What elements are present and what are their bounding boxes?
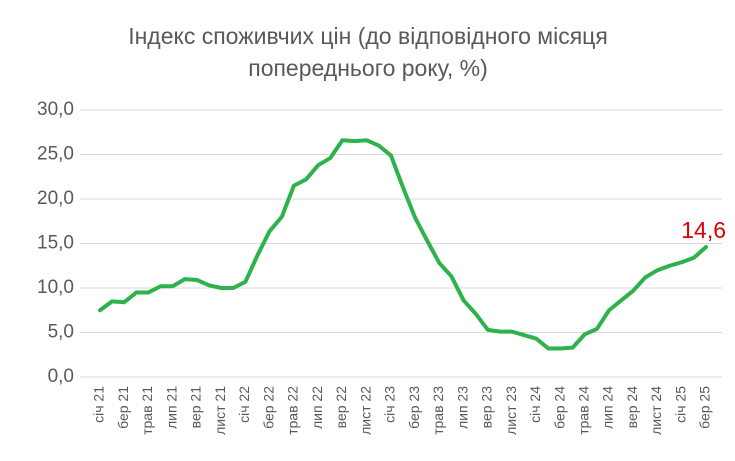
x-tick-label: лип 23 [454,386,470,429]
x-tick-label: лист 21 [212,386,228,435]
x-tick-label: лип 22 [309,386,325,429]
series-line [98,138,708,351]
x-tick-label: бер 22 [260,386,276,429]
data-label: 14,6 [681,217,726,243]
y-tick-label: 20,0 [37,188,74,209]
chart-title: Індекс споживчих цін (до відповідного мі… [128,23,608,49]
x-tick-label: лист 23 [503,386,519,435]
x-tick-label: лист 24 [648,386,664,435]
x-tick-label: січ 24 [527,386,543,423]
x-tick-label: трав 24 [576,386,592,435]
y-tick-label: 30,0 [37,99,74,120]
x-tick-label: трав 23 [430,386,446,435]
x-tick-label: вер 21 [188,386,204,429]
x-tick-label: бер 21 [115,386,131,429]
y-tick-label: 0,0 [48,366,74,387]
x-tick-label: січ 22 [236,386,252,423]
x-tick-label: лист 22 [357,386,373,435]
x-tick-label: бер 25 [697,386,713,429]
x-tick-label: лип 24 [600,386,616,429]
x-tick-label: січ 23 [382,386,398,423]
x-tick-label: бер 23 [406,386,422,429]
x-tick-label: січ 21 [91,386,107,423]
y-tick-label: 5,0 [48,322,74,343]
x-tick-label: січ 25 [672,386,688,423]
x-tick-label: трав 21 [139,386,155,435]
chart-title: попереднього року, %) [248,55,488,81]
y-tick-label: 10,0 [37,277,74,298]
x-tick-label: вер 24 [624,386,640,429]
x-tick-label: вер 22 [333,386,349,429]
x-tick-label: вер 23 [479,386,495,429]
y-tick-label: 15,0 [37,233,74,254]
y-tick-label: 25,0 [37,144,74,165]
x-tick-label: трав 22 [285,386,301,435]
x-tick-label: бер 24 [551,386,567,429]
x-tick-label: лип 21 [163,386,179,429]
